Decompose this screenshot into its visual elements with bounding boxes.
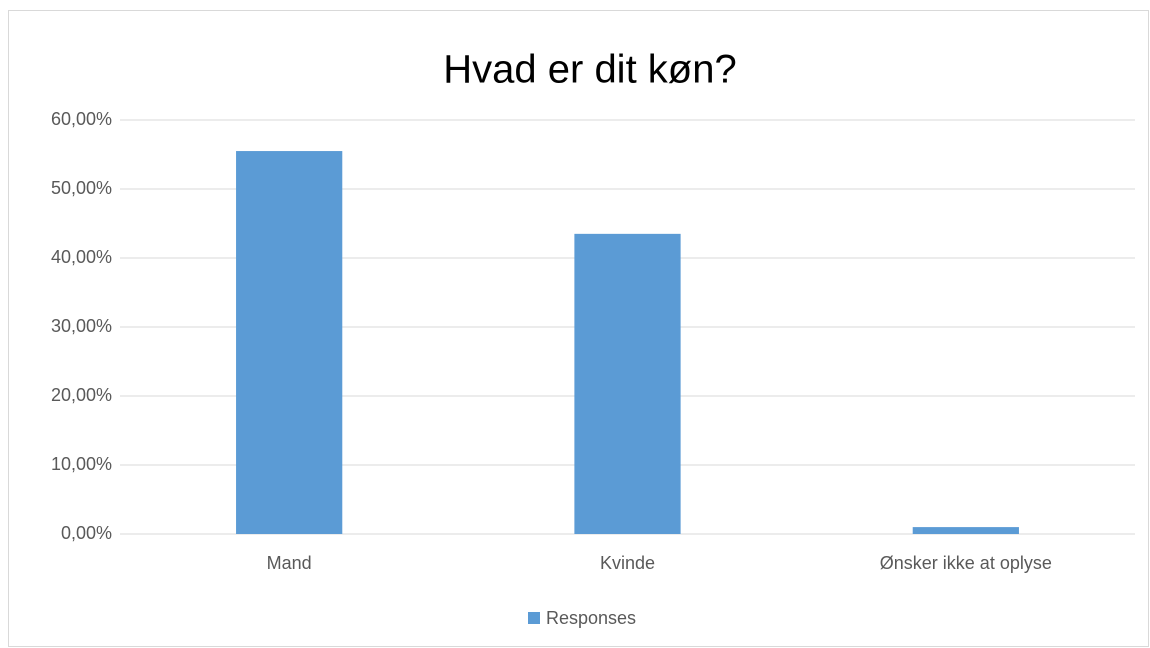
y-tick-label: 20,00%	[51, 385, 112, 405]
y-tick-label: 0,00%	[61, 523, 112, 543]
legend-label: Responses	[546, 608, 636, 628]
x-tick-label: Ønsker ikke at oplyse	[880, 553, 1052, 573]
x-tick-label: Kvinde	[600, 553, 655, 573]
bar	[574, 233, 681, 534]
y-tick-label: 40,00%	[51, 247, 112, 267]
y-tick-label: 30,00%	[51, 316, 112, 336]
y-tick-label: 10,00%	[51, 454, 112, 474]
y-tick-label: 50,00%	[51, 178, 112, 198]
y-tick-label: 60,00%	[51, 109, 112, 129]
chart-title: Hvad er dit køn?	[443, 48, 736, 92]
bar	[912, 527, 1019, 534]
bar	[236, 151, 343, 535]
legend-swatch	[528, 612, 540, 624]
x-tick-label: Mand	[267, 553, 312, 573]
